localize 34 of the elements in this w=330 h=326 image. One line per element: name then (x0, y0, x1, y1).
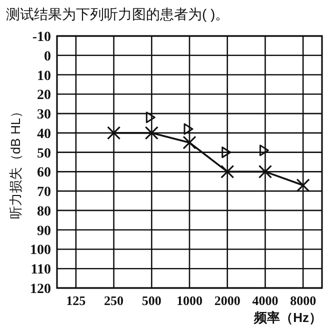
x-tick-label: 500 (142, 293, 162, 308)
y-tick-label: 30 (37, 108, 51, 123)
x-tick-label: 2000 (214, 293, 240, 308)
y-tick-label: 60 (37, 166, 51, 181)
y-tick-label: 10 (37, 68, 51, 84)
point (144, 126, 158, 140)
y-tick-label: 90 (37, 224, 51, 239)
point (296, 178, 310, 192)
x-tick-label: 4000 (252, 293, 278, 308)
y-tick-label: 120 (30, 282, 51, 297)
point (259, 144, 269, 156)
y-tick-label: 0 (44, 49, 51, 64)
x-tick-label: 1000 (176, 293, 202, 308)
point (222, 146, 232, 158)
y-tick-label: 110 (30, 262, 51, 278)
y-tick-label: 80 (37, 204, 51, 220)
y-tick-label: 50 (37, 146, 51, 162)
point (146, 112, 156, 124)
x-tick-label: 8000 (290, 293, 316, 308)
y-tick-label: -10 (32, 30, 51, 45)
y-tick-label: 70 (37, 185, 51, 200)
x-tick-label: 250 (104, 293, 124, 308)
chart-title: 测试结果为下列听力图的患者为( )。 (6, 6, 230, 22)
y-axis-title: 听力损失（dB HL） (8, 104, 23, 220)
point (184, 123, 194, 135)
point (182, 136, 196, 150)
y-tick-label: 100 (30, 243, 51, 258)
y-tick-label: 20 (37, 88, 51, 104)
point (258, 164, 272, 178)
x-tick-label: 125 (66, 293, 86, 308)
point (106, 126, 121, 140)
y-tick-label: 40 (37, 126, 51, 142)
x-axis-title: 频率（Hz） (253, 310, 322, 325)
point (220, 164, 234, 178)
